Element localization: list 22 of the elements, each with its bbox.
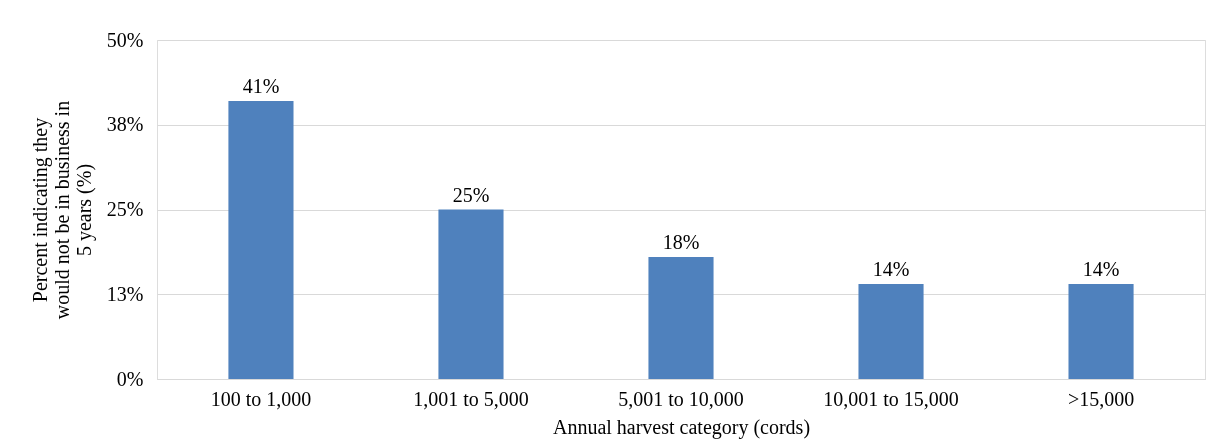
x-tick-label: 1,001 to 5,000 [413,387,529,410]
data-label: 41% [242,75,280,98]
y-axis-title: Percent indicating they would not be in business in 5 years (%) [28,100,96,320]
x-tick-label: 100 to 1,000 [210,387,312,410]
data-label: 25% [452,183,490,206]
bar [228,101,294,379]
data-label: 14% [1082,258,1120,281]
x-tick-label: >15,000 [1067,387,1135,410]
bar [438,209,504,379]
bar [858,284,924,379]
data-label: 18% [662,230,700,253]
bar [1068,284,1134,379]
y-tick-label: 13% [106,282,144,305]
y-tick-label: 0% [116,367,144,390]
y-tick-label: 38% [106,113,144,136]
x-tick-label: 5,001 to 10,000 [618,387,744,410]
data-label: 14% [872,258,910,281]
y-tick-label: 50% [106,28,144,51]
x-tick-label: 10,001 to 15,000 [823,387,959,410]
x-axis-title: Annual harvest category (cords) [552,415,811,439]
y-tick-label: 25% [106,198,144,220]
bar [648,256,714,379]
